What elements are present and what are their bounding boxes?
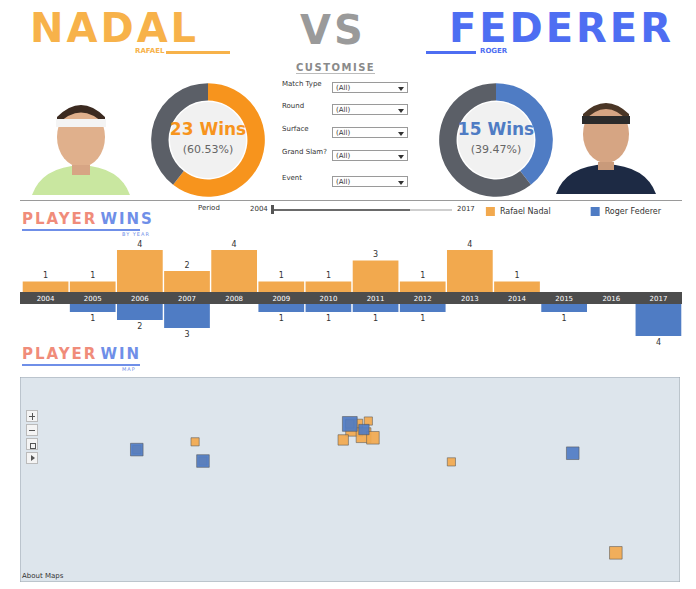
svg-text:2017: 2017 [650,295,668,303]
svg-text:4: 4 [467,240,472,249]
svg-text:2: 2 [137,322,142,331]
svg-text:2013: 2013 [461,295,479,303]
svg-text:4: 4 [656,338,661,347]
svg-text:1: 1 [373,314,378,323]
svg-text:1: 1 [279,314,284,323]
html-text:PLAYER WIN: PLAYER WIN [22,345,142,363]
svg-text:2006: 2006 [131,295,149,303]
html-text:(All): (All) [336,84,351,92]
html-text:CUSTOMISE: CUSTOMISE [296,62,376,73]
svg-text:3: 3 [184,330,189,339]
html-text:(All): (All) [336,152,351,160]
html-text:RAFAEL: RAFAEL [135,47,165,55]
svg-text:1: 1 [326,271,331,280]
html-text:Period: Period [198,204,220,212]
svg-text:4: 4 [137,240,142,249]
html-text:Match Type: Match Type [282,80,322,88]
html-text:Round: Round [282,102,305,110]
html-text:VS: VS [300,7,366,53]
html-text:BY YEAR: BY YEAR [122,231,150,237]
html-text:About Maps: About Maps [22,572,64,580]
html-text:FEDERER: FEDERER [448,5,674,51]
html-text:ROGER: ROGER [480,47,508,55]
svg-text:1: 1 [326,314,331,323]
svg-text:1: 1 [562,314,567,323]
html-text:(All): (All) [336,129,351,137]
html-text:PLAYER WINS: PLAYER WINS [22,210,154,228]
svg-text:2014: 2014 [508,295,526,303]
svg-text:2008: 2008 [225,295,243,303]
html-text:Event: Event [282,174,303,182]
svg-text:3: 3 [373,250,378,259]
svg-text:2012: 2012 [414,295,432,303]
svg-text:1: 1 [43,271,48,280]
html-text:(All): (All) [336,178,351,186]
svg-text:2010: 2010 [320,295,338,303]
svg-text:2015: 2015 [555,295,573,303]
svg-text:2009: 2009 [272,295,290,303]
svg-text:1: 1 [90,314,95,323]
svg-text:2011: 2011 [367,295,385,303]
svg-text:(39.47%): (39.47%) [471,143,522,156]
svg-text:15 Wins: 15 Wins [458,119,534,139]
svg-text:1: 1 [279,271,284,280]
html-text:(All): (All) [336,106,351,114]
svg-text:1: 1 [90,271,95,280]
svg-text:2016: 2016 [602,295,620,303]
svg-text:(60.53%): (60.53%) [183,143,234,156]
svg-text:1: 1 [420,314,425,323]
html-text:MAP: MAP [122,366,136,372]
html-text:Surface: Surface [282,125,309,133]
html-text:NADAL: NADAL [30,5,200,51]
svg-text:1: 1 [514,271,519,280]
svg-text:2: 2 [184,261,189,270]
svg-text:2007: 2007 [178,295,196,303]
svg-text:Rafael Nadal: Rafael Nadal [500,207,551,216]
html-text:2017: 2017 [457,205,475,213]
svg-text:2005: 2005 [84,295,102,303]
html-text:Grand Slam?: Grand Slam? [282,148,327,156]
html-text:2004: 2004 [250,205,268,213]
svg-text:23 Wins: 23 Wins [170,119,246,139]
svg-text:1: 1 [420,271,425,280]
svg-text:Roger Federer: Roger Federer [605,207,662,216]
svg-text:2004: 2004 [37,295,55,303]
svg-text:4: 4 [232,240,237,249]
